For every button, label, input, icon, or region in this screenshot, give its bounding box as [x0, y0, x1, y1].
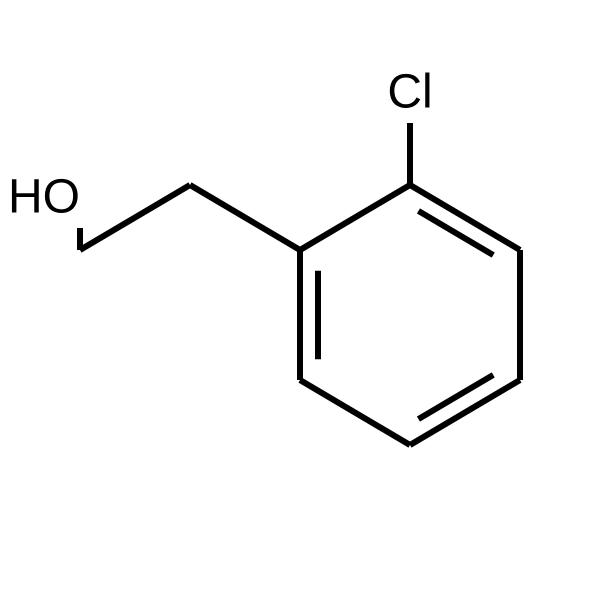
bond — [80, 185, 190, 250]
atom-label-cl: Cl — [387, 66, 432, 119]
bond — [300, 380, 410, 445]
bond — [190, 185, 300, 250]
bond — [300, 185, 410, 250]
atom-label-oh: HO — [8, 171, 80, 224]
bond-inner — [418, 211, 493, 255]
molecule-diagram: Cl HO — [0, 0, 600, 600]
bond-inner — [418, 375, 493, 419]
